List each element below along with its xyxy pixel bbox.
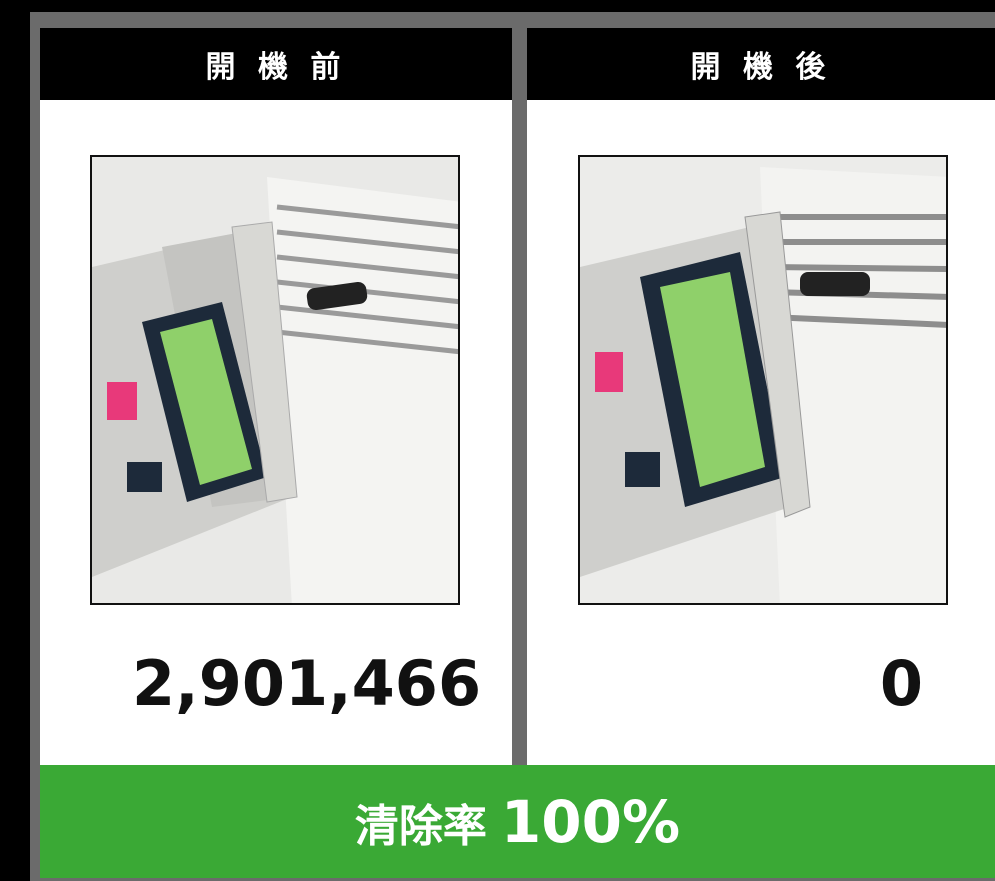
photo xyxy=(578,155,948,605)
footer-label: 清除率 xyxy=(355,790,487,854)
panel-after: 開 機 後 0 xyxy=(527,28,995,765)
panel-header: 開 機 前 xyxy=(40,28,512,100)
footer-value: 100% xyxy=(501,788,680,856)
panel-header: 開 機 後 xyxy=(527,28,995,100)
photo-illustration xyxy=(92,157,460,605)
particle-count: 2,901,466 xyxy=(132,653,481,715)
panel-before: 開 機 前 2,901,466 xyxy=(40,28,512,765)
particle-count: 0 xyxy=(880,653,923,715)
page: {"panels": [{"header": "開 機 前", "value":… xyxy=(0,0,995,881)
footer: 清除率 100% xyxy=(40,765,995,878)
photo-illustration xyxy=(580,157,948,605)
photo xyxy=(90,155,460,605)
